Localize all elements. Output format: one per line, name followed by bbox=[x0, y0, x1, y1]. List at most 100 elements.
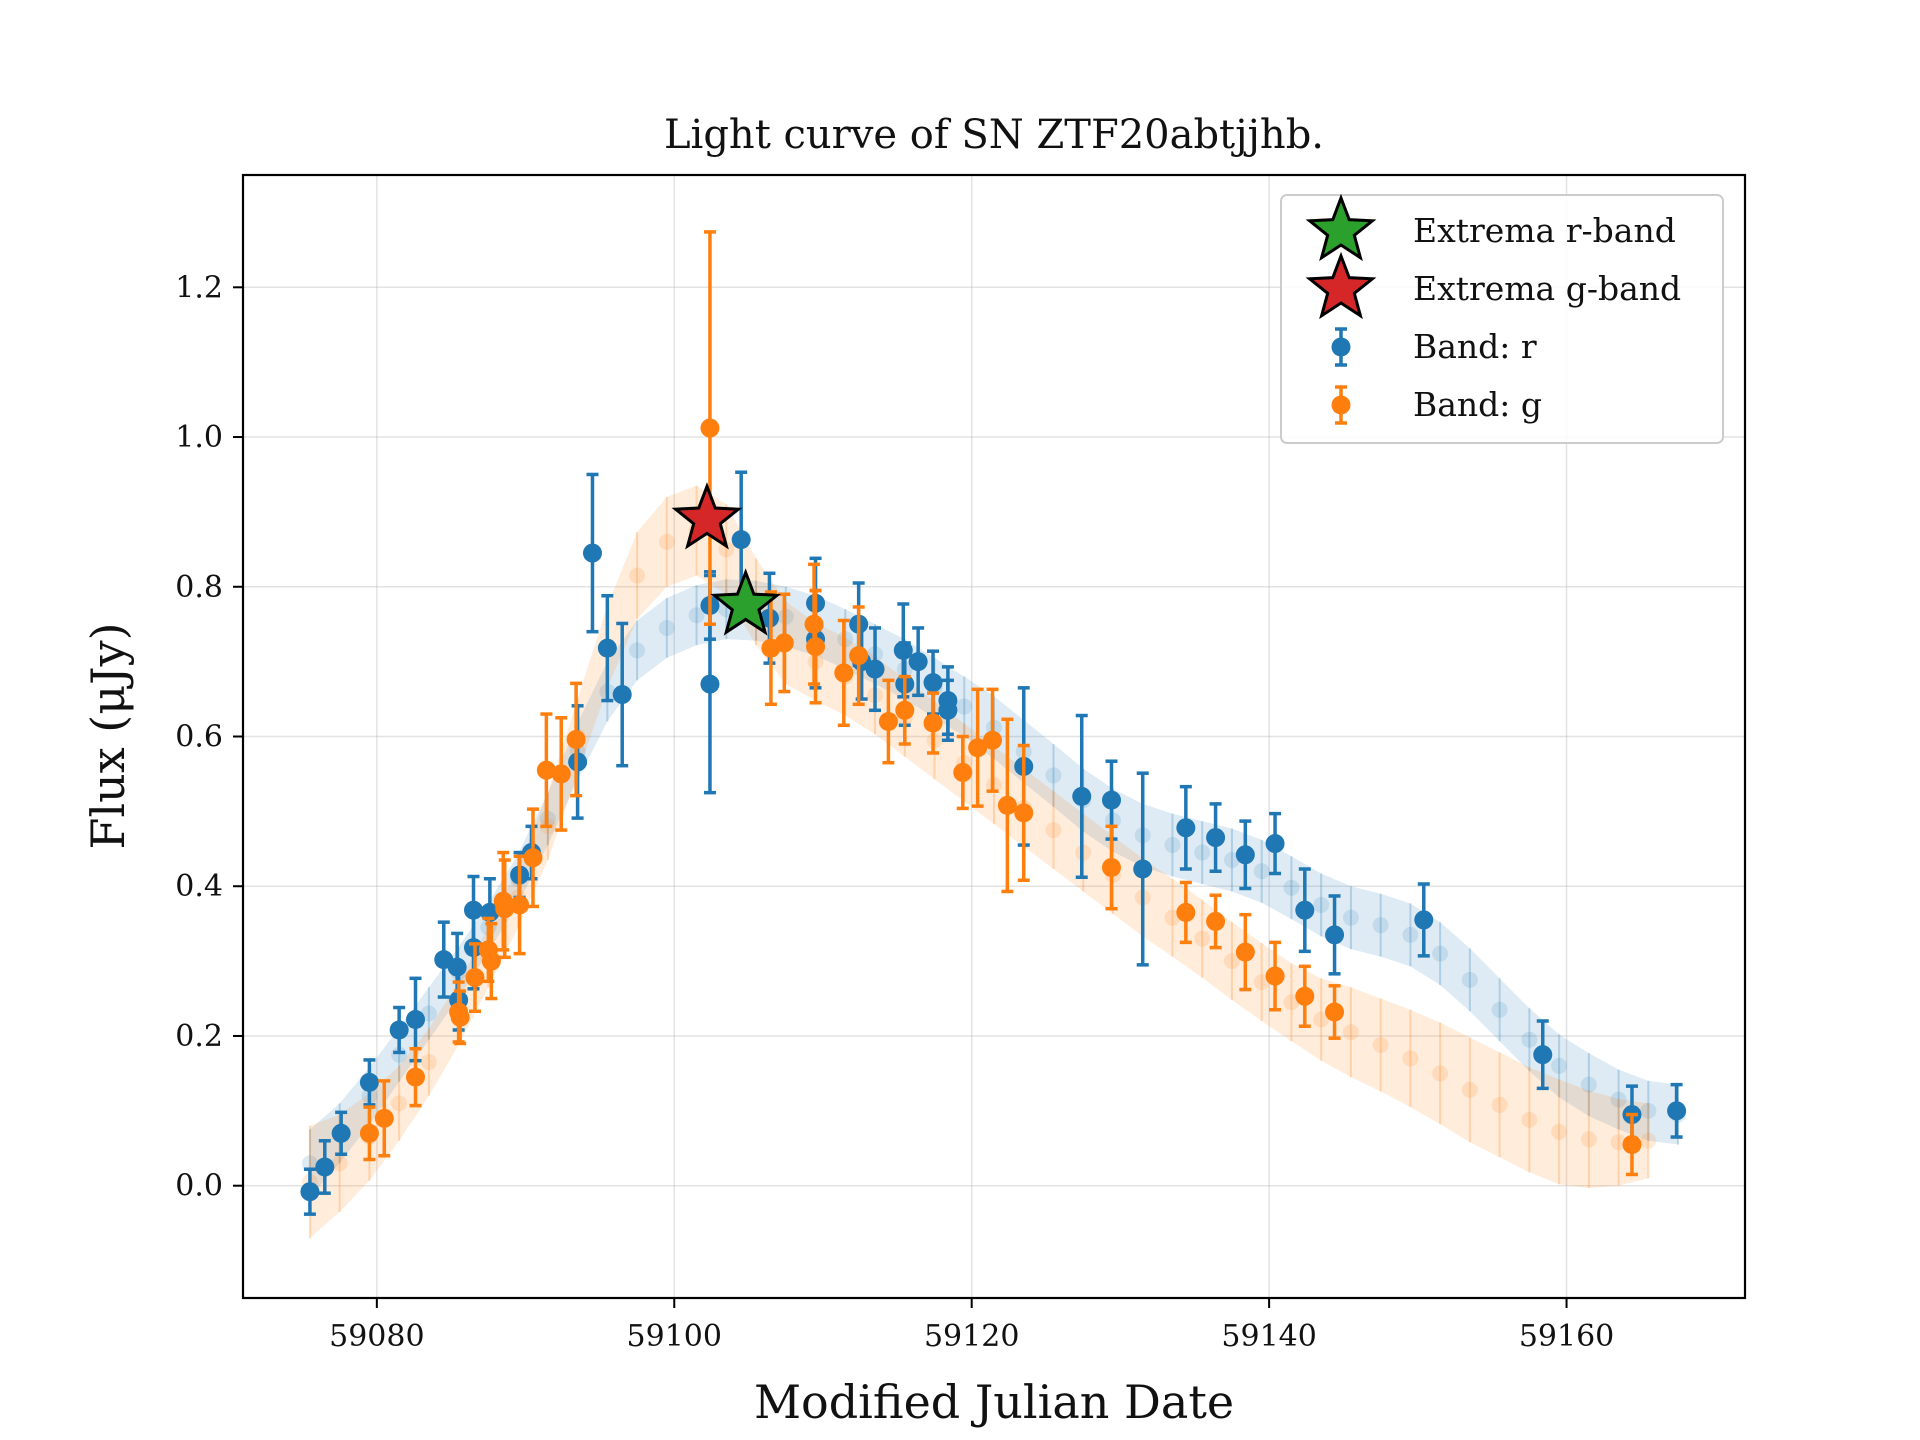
band-g-point bbox=[536, 760, 556, 780]
model-r-point bbox=[1045, 767, 1062, 784]
x-tick-label: 59140 bbox=[1221, 1319, 1316, 1354]
band-r-point bbox=[923, 673, 943, 693]
band-g-point bbox=[774, 633, 794, 653]
legend-star-marker bbox=[1305, 193, 1377, 262]
model-r-point bbox=[1372, 917, 1389, 934]
legend-entry: Band: g bbox=[1331, 385, 1542, 425]
band-r-point bbox=[406, 1009, 426, 1029]
extrema-g-star bbox=[671, 482, 743, 550]
band-r-point bbox=[731, 530, 751, 550]
band-r-point bbox=[389, 1020, 409, 1040]
legend-label: Extrema g-band bbox=[1413, 269, 1681, 308]
band-r-point bbox=[612, 685, 632, 705]
band-g-point bbox=[406, 1067, 426, 1087]
model-g-point bbox=[718, 541, 735, 558]
legend-box bbox=[1280, 194, 1724, 444]
y-tick-label: 0.2 bbox=[175, 1019, 223, 1054]
series-band-r bbox=[300, 470, 1687, 1216]
x-tick-label: 59160 bbox=[1519, 1319, 1614, 1354]
band-r-point bbox=[1101, 790, 1121, 810]
band-r-point bbox=[331, 1123, 351, 1143]
band-g-point bbox=[551, 764, 571, 784]
band-r-point bbox=[1414, 910, 1434, 930]
model-g-point bbox=[1432, 1065, 1449, 1082]
band-g-point bbox=[495, 899, 515, 919]
band-r-point bbox=[1667, 1101, 1687, 1121]
model-r-point bbox=[391, 1046, 408, 1063]
model-r-point bbox=[1521, 1031, 1538, 1048]
model-r-point bbox=[658, 619, 675, 636]
model-g-point bbox=[1342, 1024, 1359, 1041]
x-tick-label: 59080 bbox=[329, 1319, 424, 1354]
band-g-point bbox=[359, 1123, 379, 1143]
model-r-point bbox=[688, 607, 705, 624]
band-g-point bbox=[1295, 986, 1315, 1006]
series-band-g bbox=[359, 230, 1642, 1177]
y-tick-label: 0.0 bbox=[175, 1169, 223, 1204]
legend: Extrema r-band Extrema g-band Band: r Band:… bbox=[1280, 193, 1724, 444]
y-tick-label: 0.4 bbox=[175, 869, 223, 904]
band-g-point bbox=[806, 637, 826, 657]
band-g-point bbox=[510, 895, 530, 915]
legend-label: Band: r bbox=[1413, 327, 1537, 366]
band-g-point bbox=[997, 795, 1017, 815]
band-g-point bbox=[700, 418, 720, 438]
model-r-point bbox=[1640, 1102, 1657, 1119]
model-g-point bbox=[1253, 974, 1270, 991]
band-r-point bbox=[1206, 828, 1226, 848]
band-g-point bbox=[481, 951, 501, 971]
band-r-point bbox=[700, 674, 720, 694]
band-r-point bbox=[1235, 845, 1255, 865]
band-g-point bbox=[1206, 911, 1226, 931]
band-r-point bbox=[300, 1182, 320, 1202]
band-r-point bbox=[1176, 818, 1196, 838]
model-g-point bbox=[1223, 953, 1240, 970]
model-curves bbox=[301, 485, 1687, 1239]
band-g-point bbox=[1622, 1135, 1642, 1155]
model-r-point bbox=[1194, 844, 1211, 861]
band-g-point bbox=[983, 730, 1003, 750]
model-g-point bbox=[391, 1095, 408, 1112]
model-r-point bbox=[1580, 1076, 1597, 1093]
band-g-point bbox=[834, 663, 854, 683]
band-g-point bbox=[465, 968, 485, 988]
band-r-point bbox=[447, 957, 467, 977]
axis-ticks: 59080 59100 59120 59140 59160 0.0 0.2 0.4 0.6 0.8… bbox=[175, 270, 1614, 1354]
legend-point-marker bbox=[1331, 337, 1351, 357]
model-r-point bbox=[1491, 1001, 1508, 1018]
band-r-point bbox=[865, 659, 885, 679]
model-g-point bbox=[1372, 1036, 1389, 1053]
y-tick-label: 0.6 bbox=[175, 720, 223, 755]
model-r-point bbox=[1610, 1091, 1627, 1108]
model-r-point bbox=[420, 1005, 437, 1022]
band-r-point bbox=[597, 638, 617, 658]
model-g-point bbox=[1194, 930, 1211, 947]
model-g-uncertainty-band bbox=[309, 485, 1649, 1239]
y-tick-label: 1.0 bbox=[175, 420, 223, 455]
band-r-point bbox=[1295, 900, 1315, 920]
band-g-point bbox=[1014, 803, 1034, 823]
band-r-point bbox=[908, 652, 928, 672]
extrema-r-star bbox=[710, 568, 782, 636]
band-g-point bbox=[374, 1108, 394, 1128]
band-g-point bbox=[450, 1007, 470, 1027]
model-r-point bbox=[301, 1155, 318, 1172]
model-r-point bbox=[1253, 863, 1270, 880]
model-g-point bbox=[1551, 1123, 1568, 1140]
band-g-point bbox=[1235, 942, 1255, 962]
legend-entry: Extrema g-band bbox=[1305, 251, 1681, 320]
model-g-point bbox=[1521, 1111, 1538, 1128]
extrema-markers bbox=[671, 482, 782, 636]
band-g-point bbox=[968, 738, 988, 758]
band-r-point bbox=[1072, 786, 1092, 806]
model-g-point bbox=[1580, 1131, 1597, 1148]
model-g-point bbox=[331, 1155, 348, 1172]
band-g-point bbox=[878, 712, 898, 732]
band-r-point bbox=[582, 543, 602, 563]
model-g-point bbox=[1045, 822, 1062, 839]
band-r-point bbox=[1265, 834, 1285, 854]
band-g-point bbox=[1325, 1002, 1345, 1022]
band-g-point bbox=[1176, 902, 1196, 922]
band-g-point bbox=[523, 848, 543, 868]
